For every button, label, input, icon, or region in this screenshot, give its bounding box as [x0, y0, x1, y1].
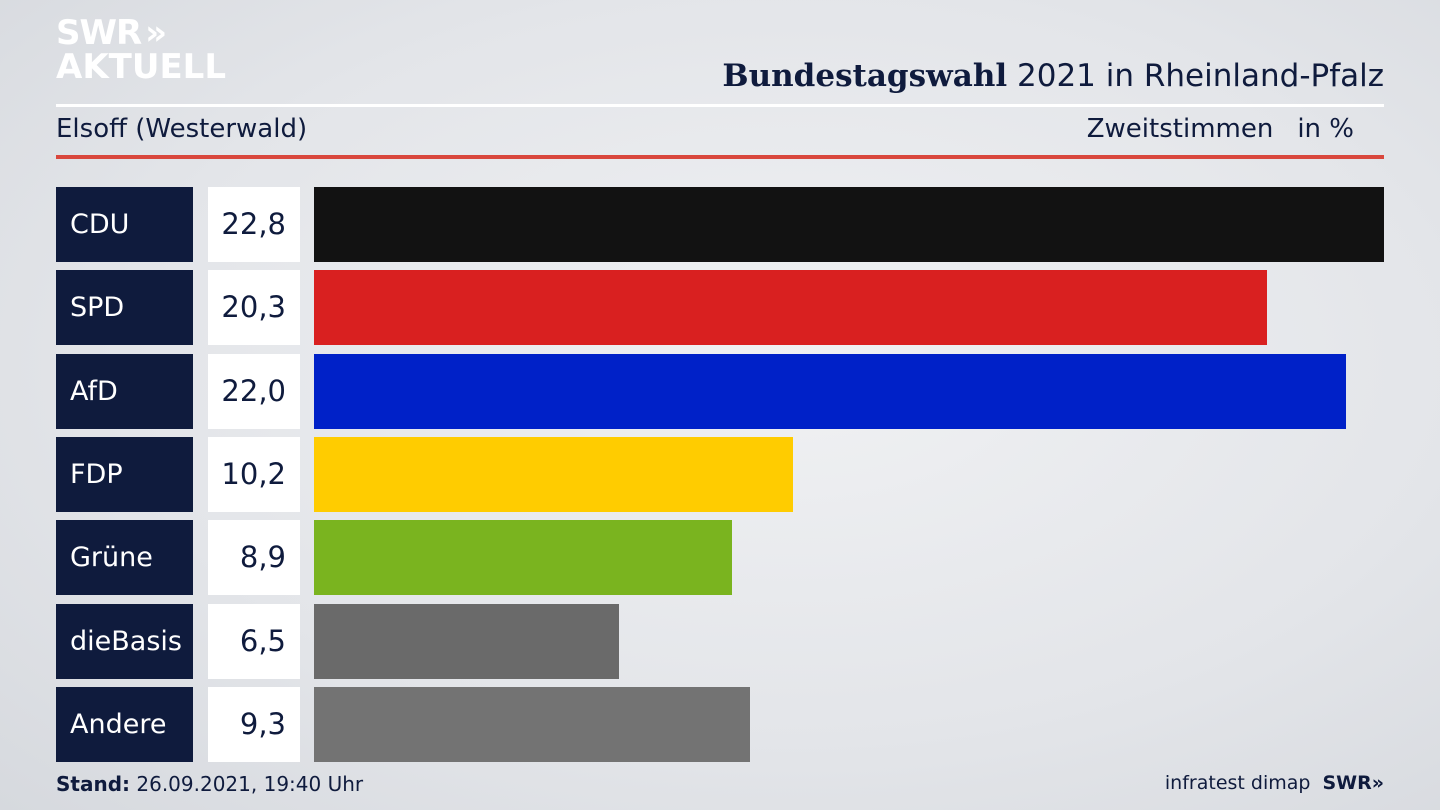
value-label: 22,0 — [208, 353, 300, 429]
bar-diebasis — [314, 603, 619, 679]
page-title: Bundestagswahl 2021 in Rheinland-Pfalz — [722, 58, 1384, 94]
party-label: Andere — [56, 686, 193, 762]
value-label: 22,8 — [208, 187, 300, 262]
bar-row-fdp: FDP 10,2 — [0, 436, 1440, 512]
value-label: 20,3 — [208, 270, 300, 346]
footer-credits: infratest dimap SWR» — [1165, 772, 1384, 794]
bar-row-grüne: Grüne 8,9 — [0, 520, 1440, 596]
logo-aktuell-text: AKTUELL — [56, 47, 227, 87]
bar-spd — [314, 270, 1267, 346]
bar-grüne — [314, 520, 732, 596]
party-label: FDP — [56, 436, 193, 512]
bar-row-diebasis: dieBasis 6,5 — [0, 603, 1440, 679]
bar-cdu — [314, 187, 1384, 262]
bar-row-afd: AfD 22,0 — [0, 353, 1440, 429]
title-strong: Bundestagswahl — [722, 58, 1008, 94]
party-label: CDU — [56, 187, 193, 262]
stand-label: Stand: — [56, 772, 131, 796]
value-label: 10,2 — [208, 436, 300, 512]
bar-fdp — [314, 436, 793, 512]
bar-row-andere: Andere 9,3 — [0, 686, 1440, 762]
metric-unit: in % — [1297, 114, 1354, 144]
value-label: 6,5 — [208, 603, 300, 679]
party-label: SPD — [56, 270, 193, 346]
source-label: infratest dimap — [1164, 772, 1311, 794]
region-subtitle: Elsoff (Westerwald) — [56, 114, 308, 144]
value-label: 8,9 — [208, 520, 300, 596]
bar-afd — [314, 353, 1346, 429]
logo-swr-text: SWR — [56, 13, 142, 53]
party-label: AfD — [56, 353, 193, 429]
bar-row-spd: SPD 20,3 — [0, 270, 1440, 346]
swr-brand-logo: SWR» — [1322, 772, 1384, 794]
party-label: Grüne — [56, 520, 193, 596]
stand-value: 26.09.2021, 19:40 Uhr — [130, 772, 364, 796]
header-divider — [56, 104, 1384, 107]
accent-divider — [56, 155, 1384, 159]
logo-chevrons-icon: » — [145, 13, 167, 53]
value-label: 9,3 — [208, 686, 300, 762]
bar-row-cdu: CDU 22,8 — [0, 187, 1440, 262]
party-label: dieBasis — [56, 603, 193, 679]
metric-name: Zweitstimmen — [1086, 114, 1274, 144]
bar-andere — [314, 686, 750, 762]
timestamp: Stand: 26.09.2021, 19:40 Uhr — [56, 772, 363, 796]
title-rest: 2021 in Rheinland-Pfalz — [1007, 58, 1384, 94]
metric-label: Zweitstimmen in % — [1087, 114, 1354, 144]
swr-aktuell-logo: SWR » AKTUELL — [56, 16, 226, 84]
